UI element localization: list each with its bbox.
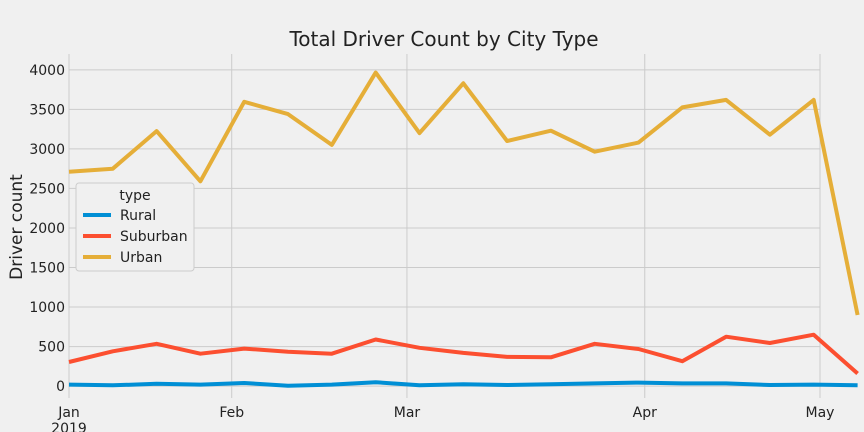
x-tick-sublabel: 2019 <box>51 421 87 432</box>
legend: type Rural Suburban Urban <box>75 182 195 272</box>
y-tick-label: 500 <box>38 340 65 356</box>
y-tick-label: 2000 <box>29 221 65 237</box>
series-line-suburban <box>68 332 859 375</box>
x-tick-label: Jan <box>57 405 80 421</box>
y-tick-label: 3500 <box>29 102 65 118</box>
y-tick-label: 0 <box>56 379 65 395</box>
y-tick-label: 3000 <box>29 142 65 158</box>
y-tick-label: 1000 <box>29 300 65 316</box>
x-tick-label: May <box>806 405 835 421</box>
y-tick-label: 4000 <box>29 63 65 79</box>
legend-label-urban: Urban <box>120 250 162 266</box>
x-tick-label: Apr <box>633 405 657 421</box>
y-tick-labels: 0 500 1000 1500 2000 2500 3000 3500 4000 <box>29 63 65 395</box>
y-tick-label: 1500 <box>29 261 65 277</box>
series-lines <box>68 70 860 388</box>
legend-label-rural: Rural <box>120 208 156 224</box>
chart-title: Total Driver Count by City Type <box>288 27 598 51</box>
x-tick-label: Feb <box>219 405 244 421</box>
legend-title: type <box>119 188 150 204</box>
y-axis-label: Driver count <box>7 174 27 280</box>
series-line-urban <box>68 70 860 316</box>
x-tick-label: Mar <box>394 405 421 421</box>
series-line-rural <box>68 380 858 388</box>
y-tick-label: 2500 <box>29 181 65 197</box>
legend-label-suburban: Suburban <box>120 229 188 245</box>
grid <box>68 54 821 398</box>
legend-box <box>75 182 195 272</box>
